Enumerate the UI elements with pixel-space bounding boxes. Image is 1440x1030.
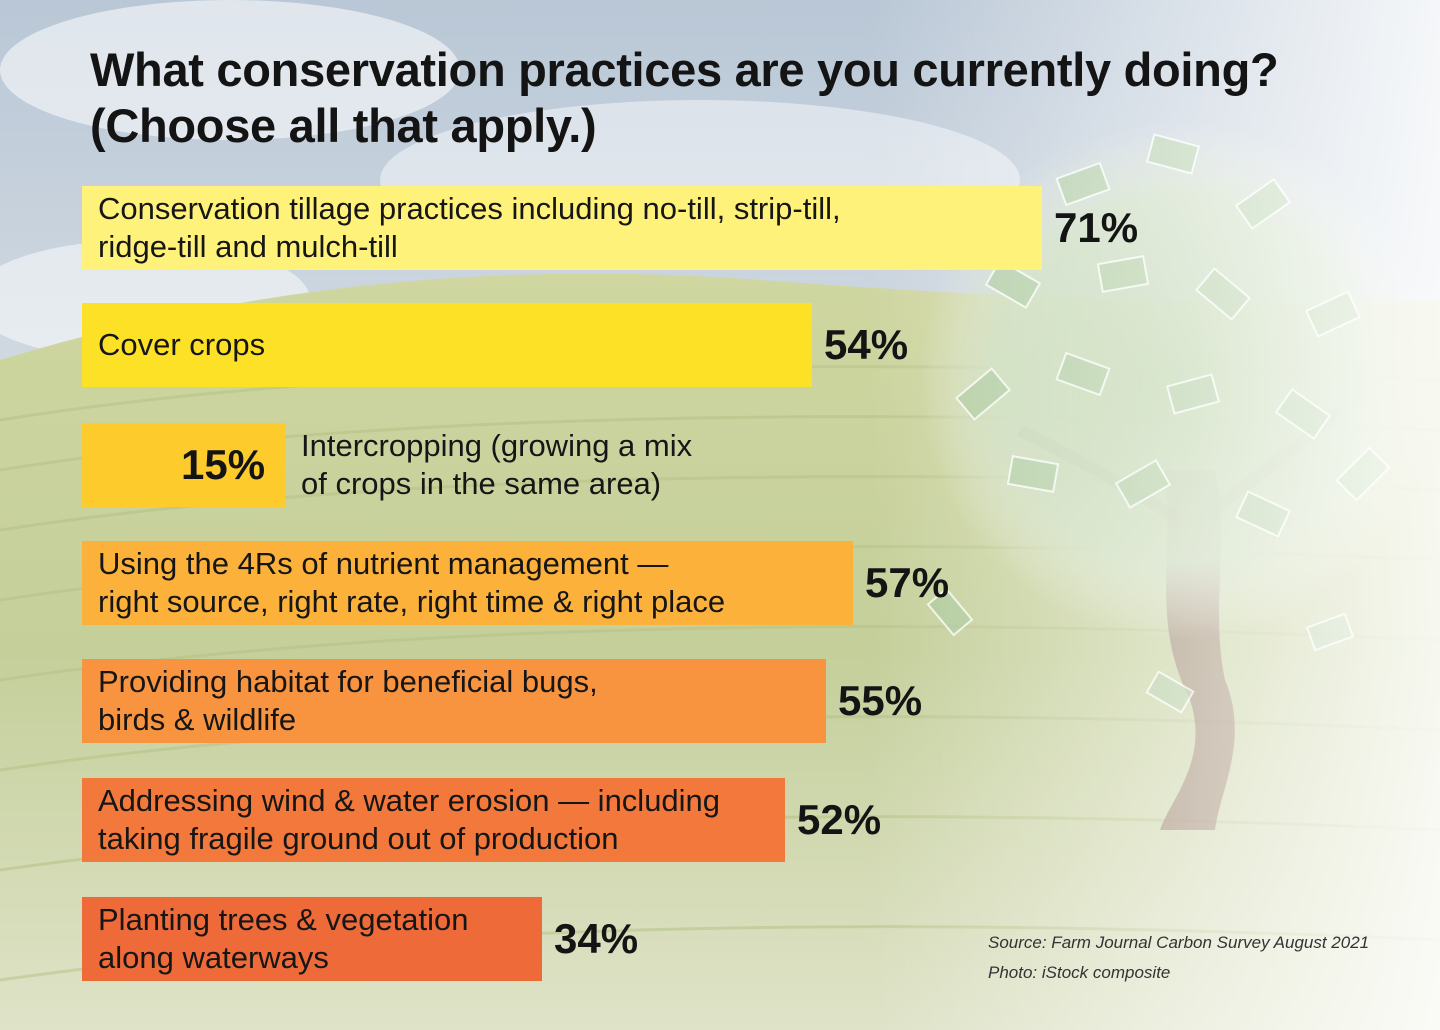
bar-label-7: Planting trees & vegetation along waterwa…: [98, 901, 469, 977]
bar-label-line: Planting trees & vegetation: [98, 902, 469, 937]
chart-subtitle: (Choose all that apply.): [90, 99, 597, 152]
bar-label-line: right source, right rate, right time & r…: [98, 584, 726, 619]
bar-value-4: 57%: [865, 559, 950, 606]
bar-label-6: Addressing wind & water erosion — includ…: [98, 782, 720, 858]
chart-title-line1: What conservation practices are you curr…: [90, 43, 1279, 96]
bar-1: [82, 186, 1042, 270]
bar-5: [82, 659, 826, 743]
bar-2: [82, 303, 812, 387]
photo-credit: Photo: iStock composite: [988, 963, 1171, 982]
bar-label-4: Using the 4Rs of nutrient management — ri…: [98, 545, 725, 621]
bar-label-line: birds & wildlife: [98, 702, 297, 737]
bar-value-5: 55%: [838, 677, 923, 724]
bar-label-2: Cover crops: [98, 326, 265, 364]
bar-label-line: ridge-till and mulch-till: [98, 229, 398, 264]
bar-3: [82, 423, 285, 507]
bar-label-line: Conservation tillage practices including…: [98, 191, 841, 226]
bar-label-5: Providing habitat for beneficial bugs, bi…: [98, 663, 598, 739]
bar-label-line: along waterways: [98, 940, 329, 975]
bar-label-line: Intercropping (growing a mix: [301, 428, 693, 463]
bar-label-line: Addressing wind & water erosion — includ…: [98, 783, 721, 818]
bar-label-line: of crops in the same area): [301, 466, 662, 501]
bar-value-7: 34%: [554, 915, 639, 962]
bar-value-1: 71%: [1054, 204, 1139, 251]
bar-label-line: taking fragile ground out of production: [98, 821, 619, 856]
source-text: Source: Farm Journal Carbon Survey Augus…: [988, 933, 1370, 952]
source-note: Source: Farm Journal Carbon Survey Augus…: [988, 928, 1369, 988]
bar-label-line: Providing habitat for beneficial bugs,: [98, 664, 598, 699]
bar-4: [82, 541, 853, 625]
bar-value-6: 52%: [797, 796, 882, 843]
bar-label-line: Cover crops: [98, 327, 266, 362]
bar-value-2: 54%: [824, 321, 909, 368]
chart-title: What conservation practices are you curr…: [90, 42, 1390, 154]
bar-label-3: Intercropping (growing a mix of crops in …: [301, 427, 692, 503]
bar-label-1: Conservation tillage practices including…: [98, 190, 841, 266]
bar-value-3: 15%: [181, 441, 266, 488]
bar-6: [82, 778, 785, 862]
bar-label-line: Using the 4Rs of nutrient management —: [98, 546, 669, 581]
bar-7: [82, 897, 542, 981]
